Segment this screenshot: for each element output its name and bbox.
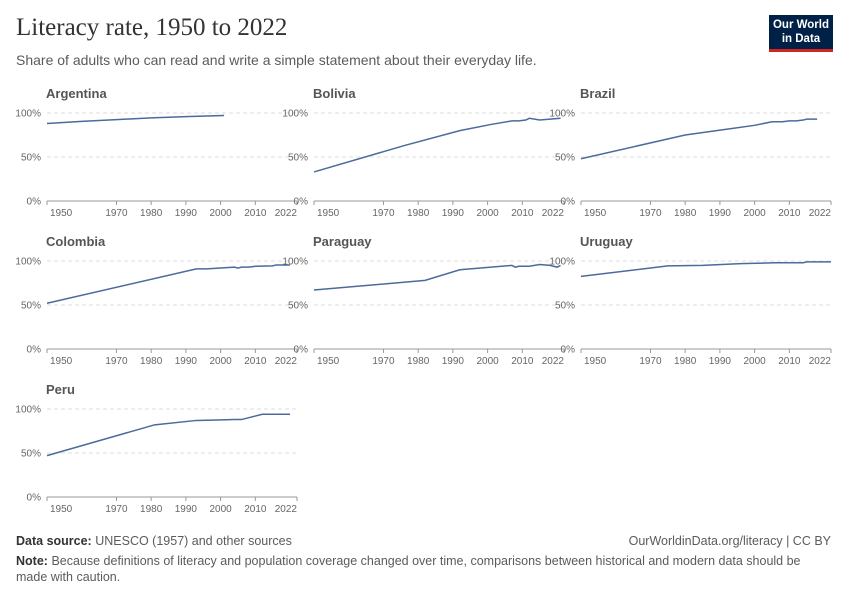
x-tick-label: 1970 [639,208,662,219]
note: Note: Because definitions of literacy an… [16,553,831,585]
x-tick-label: 1980 [140,356,163,367]
x-tick-label: 1990 [175,504,198,515]
x-tick-label: 1950 [584,356,607,367]
x-tick-label: 2000 [476,208,499,219]
y-tick-label: 0% [294,197,309,208]
y-tick-label: 0% [27,345,42,356]
y-tick-label: 50% [288,301,308,312]
x-tick-label: 1950 [317,356,340,367]
x-tick-label: 1990 [709,356,732,367]
x-tick-label: 1950 [584,208,607,219]
x-tick-label: 2000 [743,208,766,219]
panel-title: Argentina [46,86,107,101]
note-text: Because definitions of literacy and popu… [16,554,801,584]
line [580,261,831,278]
x-tick-label: 1980 [140,208,163,219]
x-tick-label: 1950 [317,208,340,219]
x-tick-label: 1990 [175,356,198,367]
panel-title: Colombia [46,234,106,249]
x-tick-label: 2010 [778,208,801,219]
y-tick-label: 100% [15,257,41,268]
note-label: Note: [16,554,48,568]
x-tick-label: 2000 [209,356,232,367]
y-tick-label: 50% [21,449,41,460]
line [313,117,561,173]
panel-title: Peru [46,382,75,397]
line [313,263,561,291]
title: Literacy rate, 1950 to 2022 [16,14,288,41]
y-tick-label: 0% [294,345,309,356]
x-tick-label: 2022 [542,208,565,219]
charts: Argentina 0% 50% 100% 1950 1970 1980 1990 2000 20… [15,86,832,515]
x-tick-label: 1980 [407,208,430,219]
x-tick-label: 2022 [275,504,298,515]
line [46,413,291,457]
x-tick-label: 2022 [275,208,298,219]
subtitle: Share of adults who can read and write a… [16,52,537,68]
source-text: UNESCO (1957) and other sources [95,534,292,548]
panel-title: Paraguay [313,234,372,249]
logo[interactable]: Our World in Data [769,15,833,52]
y-tick-label: 50% [21,301,41,312]
y-tick-label: 100% [15,405,41,416]
y-tick-label: 50% [288,153,308,164]
x-tick-label: 2000 [209,504,232,515]
x-tick-label: 2022 [809,208,832,219]
y-tick-label: 50% [555,153,575,164]
x-tick-label: 2022 [275,356,298,367]
x-tick-label: 1950 [50,356,73,367]
source: Data source: UNESCO (1957) and other sou… [16,534,292,548]
x-tick-label: 2010 [244,504,267,515]
y-tick-label: 0% [561,345,576,356]
logo-line: in Data [781,33,821,45]
x-tick-label: 1970 [105,356,128,367]
x-tick-label: 1950 [50,504,73,515]
y-tick-label: 50% [21,153,41,164]
x-tick-label: 2000 [476,356,499,367]
x-tick-label: 1950 [50,208,73,219]
x-tick-label: 1980 [407,356,430,367]
x-tick-label: 2022 [809,356,832,367]
y-tick-label: 100% [15,109,41,120]
x-tick-label: 2010 [244,356,267,367]
logo-line: Our World [772,19,829,31]
x-tick-label: 2010 [778,356,801,367]
x-tick-label: 1980 [674,356,697,367]
panel-title: Uruguay [580,234,634,249]
x-tick-label: 2022 [542,356,565,367]
x-tick-label: 1990 [175,208,198,219]
y-tick-label: 50% [555,301,575,312]
y-tick-label: 0% [561,197,576,208]
y-tick-label: 100% [549,257,575,268]
x-tick-label: 2000 [743,356,766,367]
y-tick-label: 100% [282,257,308,268]
panel-title: Bolivia [313,86,356,101]
x-tick-label: 1980 [674,208,697,219]
x-tick-label: 1980 [140,504,163,515]
x-tick-label: 1970 [105,504,128,515]
source-label: Data source: [16,534,92,548]
x-tick-label: 2010 [244,208,267,219]
x-tick-label: 1990 [442,356,465,367]
x-tick-label: 1970 [372,208,395,219]
line [46,264,291,304]
x-tick-label: 1990 [442,208,465,219]
x-tick-label: 1970 [372,356,395,367]
x-tick-label: 2000 [209,208,232,219]
x-tick-label: 1970 [105,208,128,219]
link[interactable]: OurWorldinData.org/literacy | CC BY [628,534,831,548]
x-tick-label: 1970 [639,356,662,367]
y-tick-label: 0% [27,197,42,208]
x-tick-label: 2010 [511,356,534,367]
y-tick-label: 100% [282,109,308,120]
line [46,114,225,125]
x-tick-label: 2010 [511,208,534,219]
x-tick-label: 1990 [709,208,732,219]
panel-title: Brazil [580,86,615,101]
line [580,118,818,160]
y-tick-label: 100% [549,109,575,120]
y-tick-label: 0% [27,493,42,504]
